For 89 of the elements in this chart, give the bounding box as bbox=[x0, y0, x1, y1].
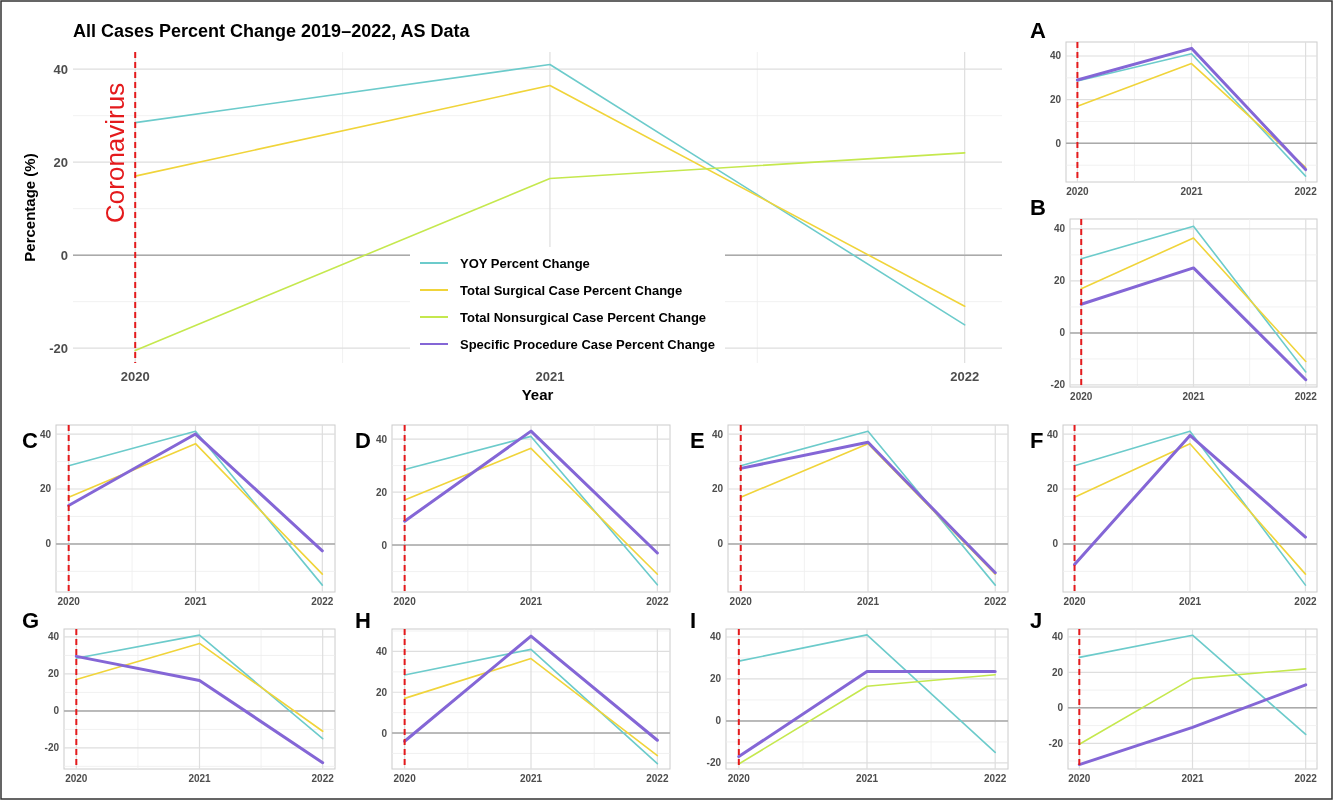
y-tick-label: 40 bbox=[39, 428, 52, 440]
y-tick-label: 20 bbox=[711, 483, 724, 495]
x-tick-label: 2021 bbox=[519, 773, 543, 784]
x-tick-label: 2022 bbox=[950, 369, 980, 384]
x-tick-label: 2021 bbox=[855, 773, 879, 784]
y-tick-label: 40 bbox=[375, 645, 388, 657]
x-tick-label: 2021 bbox=[188, 773, 212, 784]
x-tick-label: 2022 bbox=[1294, 596, 1318, 607]
y-tick-label: 0 bbox=[60, 247, 68, 263]
y-tick-label: 0 bbox=[1052, 538, 1059, 550]
y-tick-label: 0 bbox=[381, 727, 388, 739]
chart-title: B bbox=[1030, 195, 1046, 220]
x-tick-label: 2020 bbox=[1070, 391, 1093, 402]
y-tick-label: -20 bbox=[1050, 379, 1066, 391]
y-tick-label: 0 bbox=[717, 538, 724, 550]
x-tick-label: 2020 bbox=[65, 773, 88, 784]
chart-title: A bbox=[1030, 18, 1046, 43]
chart-title: J bbox=[1030, 608, 1043, 633]
chart-title: H bbox=[355, 608, 371, 633]
x-tick-label: 2020 bbox=[1068, 773, 1091, 784]
y-tick-label: 0 bbox=[53, 705, 60, 717]
y-tick-label: 40 bbox=[47, 631, 60, 643]
y-tick-label: -20 bbox=[706, 757, 722, 769]
y-tick-label: -20 bbox=[1048, 737, 1064, 749]
y-tick-label: 20 bbox=[1049, 94, 1062, 106]
y-tick-label: 20 bbox=[375, 486, 388, 498]
chart-title: D bbox=[355, 428, 371, 453]
y-axis-title: Percentage (%) bbox=[21, 153, 38, 262]
chart-title: C bbox=[22, 428, 38, 453]
legend-label: Specific Procedure Case Percent Change bbox=[460, 336, 716, 352]
y-tick-label: 40 bbox=[1051, 631, 1064, 643]
chart-title: G bbox=[22, 608, 40, 633]
x-tick-label: 2022 bbox=[646, 596, 669, 607]
x-tick-label: 2020 bbox=[120, 369, 150, 384]
legend-label: Total Surgical Case Percent Change bbox=[460, 282, 683, 298]
y-tick-label: 20 bbox=[1046, 483, 1059, 495]
y-tick-label: 20 bbox=[53, 154, 68, 170]
y-tick-label: -20 bbox=[44, 742, 60, 754]
y-tick-label: 40 bbox=[375, 433, 388, 445]
x-tick-label: 2021 bbox=[1178, 596, 1202, 607]
y-tick-label: 0 bbox=[1059, 327, 1066, 339]
x-tick-label: 2022 bbox=[311, 596, 334, 607]
x-tick-label: 2022 bbox=[311, 773, 335, 784]
y-tick-label: 20 bbox=[47, 668, 60, 680]
chart-title: All Cases Percent Change 2019–2022, AS Data bbox=[73, 21, 471, 41]
y-tick-label: 40 bbox=[1049, 50, 1062, 62]
chart-title: E bbox=[690, 428, 705, 453]
y-tick-label: 40 bbox=[711, 428, 724, 440]
x-tick-label: 2021 bbox=[1180, 186, 1204, 197]
x-tick-label: 2020 bbox=[729, 596, 753, 607]
x-tick-label: 2020 bbox=[393, 773, 417, 784]
y-tick-label: 20 bbox=[375, 686, 388, 698]
y-tick-label: 20 bbox=[709, 673, 722, 685]
x-tick-label: 2020 bbox=[1063, 596, 1087, 607]
y-tick-label: 0 bbox=[45, 538, 52, 550]
y-tick-label: 40 bbox=[1046, 428, 1059, 440]
y-tick-label: 20 bbox=[39, 483, 52, 495]
x-tick-label: 2022 bbox=[1294, 391, 1318, 402]
x-tick-label: 2022 bbox=[1294, 186, 1318, 197]
x-tick-label: 2021 bbox=[535, 369, 565, 384]
x-tick-label: 2022 bbox=[984, 596, 1007, 607]
ref-line-label: Coronavirus bbox=[100, 82, 131, 223]
x-tick-label: 2020 bbox=[393, 596, 417, 607]
x-tick-label: 2020 bbox=[57, 596, 81, 607]
y-tick-label: 40 bbox=[53, 61, 68, 77]
x-tick-label: 2020 bbox=[1066, 186, 1089, 197]
y-tick-label: 20 bbox=[1051, 666, 1064, 678]
x-tick-label: 2021 bbox=[1182, 391, 1206, 402]
x-tick-label: 2021 bbox=[519, 596, 543, 607]
x-tick-label: 2022 bbox=[646, 773, 669, 784]
x-tick-label: 2020 bbox=[727, 773, 751, 784]
x-tick-label: 2021 bbox=[856, 596, 880, 607]
chart-title: F bbox=[1030, 428, 1044, 453]
y-tick-label: 40 bbox=[709, 631, 722, 643]
x-tick-label: 2021 bbox=[184, 596, 208, 607]
y-tick-label: 0 bbox=[1055, 137, 1062, 149]
x-tick-label: 2022 bbox=[984, 773, 1007, 784]
legend-label: YOY Percent Change bbox=[460, 255, 590, 271]
y-tick-label: 0 bbox=[1057, 702, 1064, 714]
y-tick-label: 0 bbox=[381, 539, 388, 551]
x-axis-title: Year bbox=[521, 386, 554, 403]
y-tick-label: 0 bbox=[715, 715, 722, 727]
x-tick-label: 2021 bbox=[1181, 773, 1205, 784]
legend-label: Total Nonsurgical Case Percent Change bbox=[460, 309, 707, 325]
chart-title: I bbox=[690, 608, 697, 633]
y-tick-label: -20 bbox=[49, 340, 68, 356]
x-tick-label: 2022 bbox=[1294, 773, 1318, 784]
y-tick-label: 40 bbox=[1053, 223, 1066, 235]
y-tick-label: 20 bbox=[1053, 275, 1066, 287]
